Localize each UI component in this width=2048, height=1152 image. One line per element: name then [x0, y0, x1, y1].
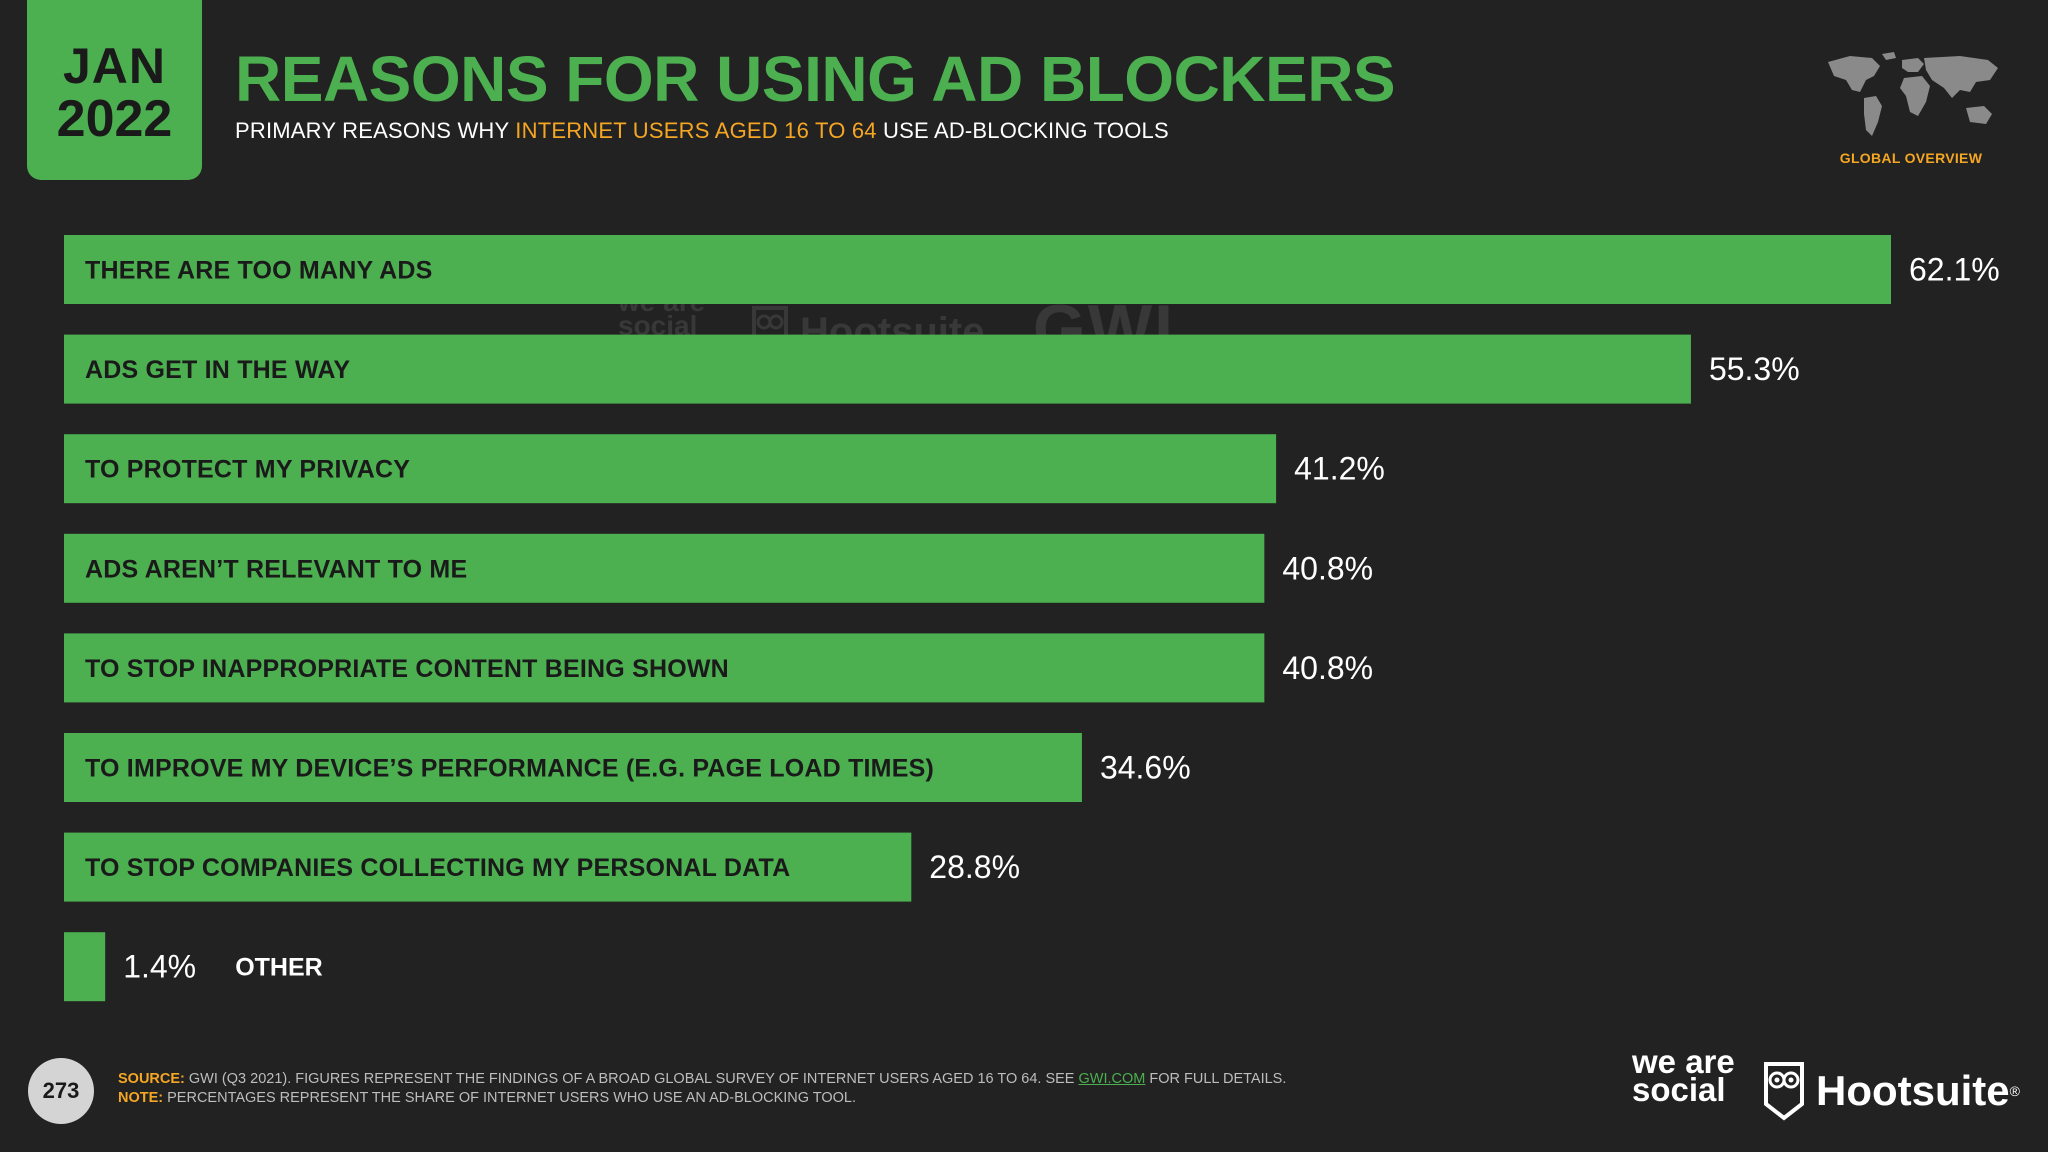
bar-3 [64, 434, 1277, 504]
source-link[interactable]: GWI.COM [1078, 1071, 1146, 1087]
date-year: 2022 [56, 90, 173, 148]
bar-category-label: ADS AREN’T RELEVANT TO ME [85, 555, 467, 583]
note-line: NOTE: PERCENTAGES REPRESENT THE SHARE OF… [118, 1089, 1286, 1108]
source-tail: FOR FULL DETAILS. [1145, 1071, 1287, 1087]
subtitle-highlight: INTERNET USERS AGED 16 TO 64 [515, 118, 877, 143]
bar-2 [64, 334, 1691, 404]
bar-5 [64, 633, 1265, 703]
bar-category-label: TO STOP COMPANIES COLLECTING MY PERSONAL… [85, 854, 790, 882]
source-note: SOURCE: GWI (Q3 2021). FIGURES REPRESENT… [118, 1070, 1286, 1108]
source-line: SOURCE: GWI (Q3 2021). FIGURES REPRESENT… [118, 1070, 1286, 1089]
registered-mark: ® [2009, 1083, 2020, 1099]
note-key: NOTE: [118, 1090, 164, 1106]
bar-value-label: 41.2% [1294, 451, 1385, 487]
bar-category-label: TO IMPROVE MY DEVICE’S PERFORMANCE (E.G.… [85, 755, 934, 783]
bar-value-label: 34.6% [1100, 750, 1191, 786]
date-month: JAN [62, 38, 167, 94]
owl-icon [1764, 1062, 1804, 1121]
page-subtitle: PRIMARY REASONS WHY INTERNET USERS AGED … [235, 118, 1169, 144]
world-map-icon [1828, 52, 1998, 136]
hootsuite-wordmark: Hootsuite [1816, 1067, 2010, 1114]
note-text: PERCENTAGES REPRESENT THE SHARE OF INTER… [163, 1090, 857, 1106]
bar-value-label: 55.3% [1709, 351, 1800, 387]
hootsuite-logo: Hootsuite ® [1762, 1060, 2020, 1122]
bar-1 [64, 235, 1891, 304]
subtitle-pre: PRIMARY REASONS WHY [235, 118, 516, 143]
bar-7 [64, 832, 912, 902]
page-number: 273 [28, 1058, 94, 1124]
bar-value-label: 28.8% [929, 849, 1020, 885]
bar-chart: 62.1% THERE ARE TOO MANY ADS 55.3% ADS GET … [64, 235, 2000, 1002]
bar-6 [64, 733, 1082, 802]
bar-category-label: TO STOP INAPPROPRIATE CONTENT BEING SHOW… [85, 655, 729, 683]
bar-category-label: OTHER [235, 954, 323, 982]
we-are-social-logo: we are social [1632, 1043, 1735, 1108]
date-badge: JAN 2022 [27, 0, 202, 180]
subtitle-post: USE AD-BLOCKING TOOLS [876, 118, 1169, 143]
bar-value-label: 40.8% [1282, 550, 1373, 586]
bar-value-label: 1.4% [123, 949, 196, 985]
bar-category-label: ADS GET IN THE WAY [85, 356, 350, 384]
bar-value-label: 62.1% [1909, 252, 2000, 288]
bar-value-label: 40.8% [1282, 650, 1373, 686]
bar-category-label: TO PROTECT MY PRIVACY [85, 456, 410, 484]
bar-category-label: THERE ARE TOO MANY ADS [85, 257, 433, 285]
source-text: GWI (Q3 2021). FIGURES REPRESENT THE FIN… [184, 1071, 1079, 1087]
page-title: REASONS FOR USING AD BLOCKERS [235, 43, 1396, 115]
bar-8 [64, 932, 106, 1002]
source-key: SOURCE: [118, 1071, 185, 1087]
bar-4 [64, 533, 1265, 603]
section-label: GLOBAL OVERVIEW [1839, 150, 1983, 166]
